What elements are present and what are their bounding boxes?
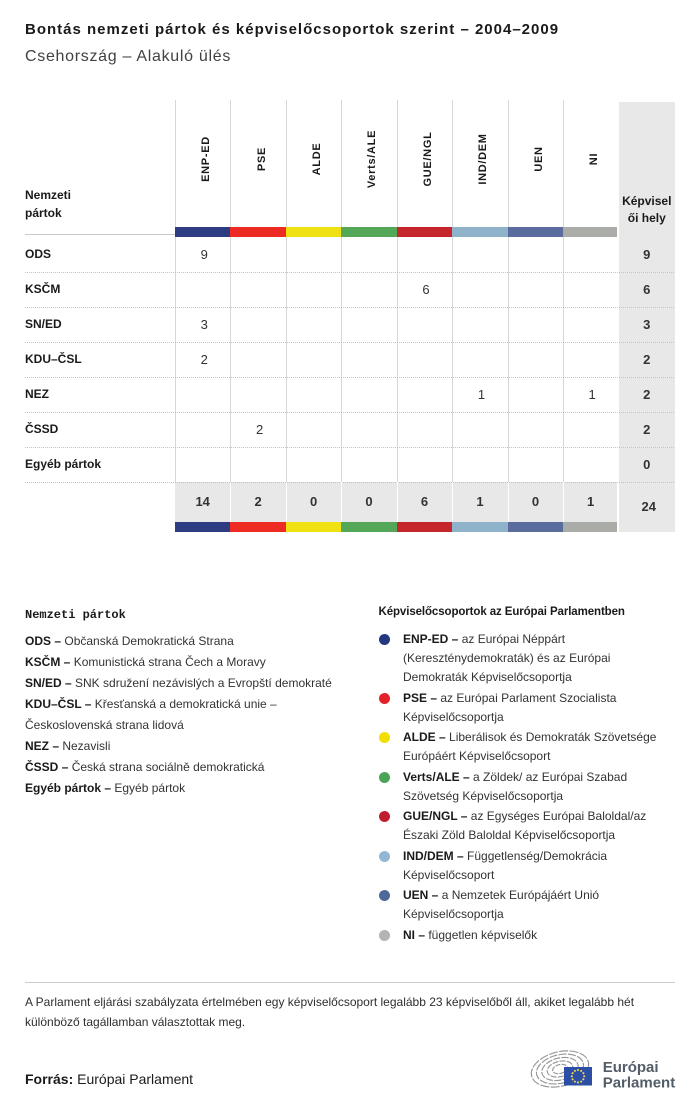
svg-text:Parlament: Parlament [603,1075,676,1092]
svg-text:Európai: Európai [603,1059,659,1076]
